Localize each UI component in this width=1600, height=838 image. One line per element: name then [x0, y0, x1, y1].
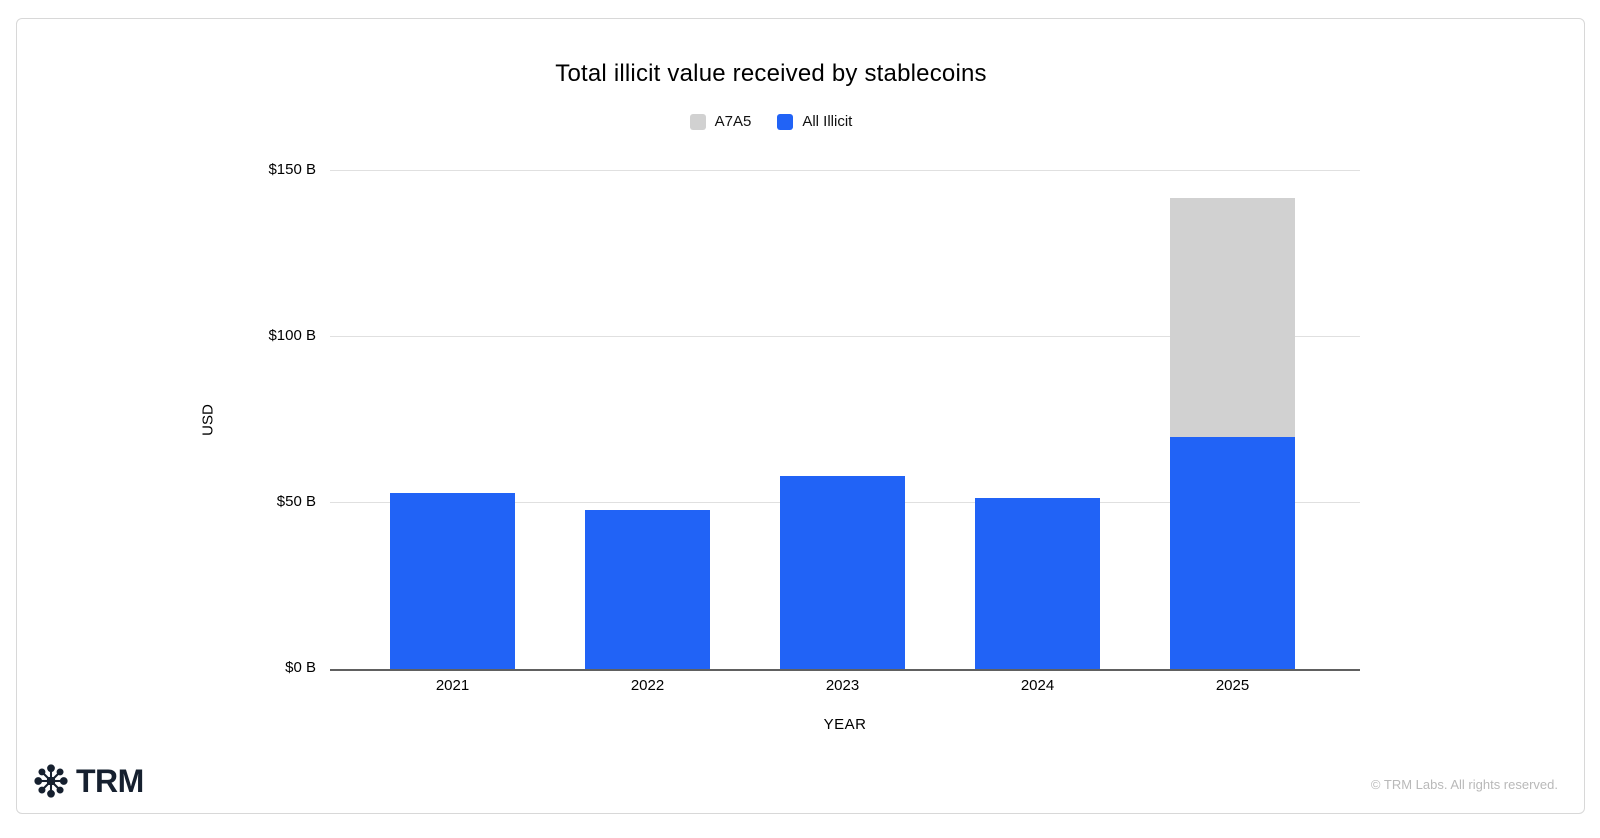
gridline-100 [330, 336, 1360, 337]
bar-segment-all-illicit-2025 [1170, 436, 1295, 669]
x-tick-label-2021: 2021 [435, 677, 470, 694]
copyright-text: © TRM Labs. All rights reserved. [1370, 777, 1558, 792]
x-axis-title: YEAR [823, 716, 867, 733]
y-tick-label: $100 B [268, 327, 316, 344]
plot-area: USD YEAR $0 B $50 B $100 B $150 B 2021 2022 20… [200, 161, 1360, 733]
x-tick-label-2023: 2023 [825, 677, 860, 694]
bar-segment-all-illicit-2024 [975, 498, 1100, 669]
y-tick-label: $50 B [276, 493, 316, 510]
bar-segment-all-illicit-2021 [390, 493, 515, 669]
x-tick-label-2024: 2024 [1020, 677, 1055, 694]
legend-swatch-icon [777, 113, 794, 130]
x-tick-label-2022: 2022 [630, 677, 665, 694]
y-axis-title: USD [199, 404, 217, 436]
x-tick-label-2025: 2025 [1215, 677, 1250, 694]
legend-label: All Illicit [802, 113, 853, 130]
bar-segment-all-illicit-2023 [780, 476, 905, 669]
legend: A7A5 All Illicit [17, 113, 1525, 130]
legend-item-all-illicit: All Illicit [777, 113, 852, 130]
chart-title: Total illicit value received by stableco… [555, 60, 987, 87]
y-tick-label: $150 B [268, 161, 316, 178]
legend-swatch-icon [689, 113, 706, 130]
gridline-150 [330, 170, 1360, 171]
trm-starburst-icon [34, 764, 68, 798]
brand-name: TRM [76, 763, 144, 799]
trm-logo: TRM [34, 763, 144, 799]
legend-label: A7A5 [714, 113, 752, 130]
bar-segment-all-illicit-2022 [585, 509, 710, 669]
y-tick-label: $0 B [285, 659, 316, 676]
chart-card: Total illicit value received by stableco… [16, 18, 1585, 814]
legend-item-a7a5: A7A5 [689, 113, 752, 130]
bar-segment-a7a5-2025 [1170, 197, 1295, 437]
